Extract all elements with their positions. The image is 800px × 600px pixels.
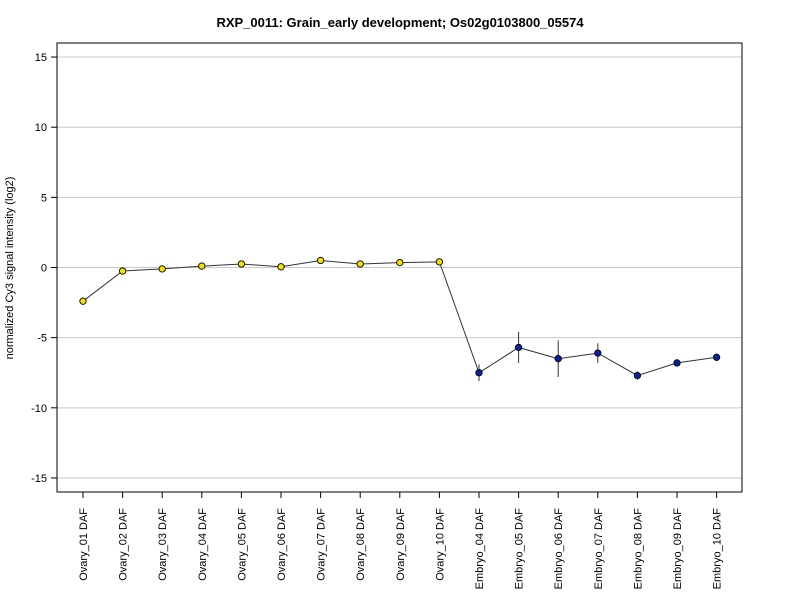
x-tick-label: Embryo_07 DAF: [593, 508, 605, 590]
grid-lines: [57, 56, 742, 479]
x-tick-label: Embryo_04 DAF: [474, 508, 486, 590]
series-line: [82, 259, 717, 377]
data-point: [475, 369, 483, 377]
x-tick-label: Embryo_09 DAF: [672, 508, 684, 590]
x-tick-label: Embryo_05 DAF: [514, 508, 526, 590]
y-tick-label: 5: [41, 192, 47, 204]
data-series: [79, 256, 721, 382]
y-axis-label: normalized Cy3 signal intensity (log2): [4, 177, 16, 360]
data-point: [673, 359, 681, 367]
y-tick-label: -15: [31, 473, 47, 485]
data-point: [79, 297, 87, 305]
x-axis: Ovary_01 DAF Ovary_02 DAF Ovary_03 DAF Ovar…: [78, 492, 724, 589]
x-tick-label: Ovary_10 DAF: [434, 508, 446, 581]
y-tick-label: 10: [35, 122, 47, 134]
data-point: [158, 265, 166, 273]
data-point: [396, 258, 404, 267]
x-tick-label: Ovary_03 DAF: [157, 508, 169, 581]
data-point: [316, 256, 325, 265]
x-tick-label: Ovary_05 DAF: [236, 508, 248, 581]
x-tick-label: Ovary_08 DAF: [355, 508, 367, 581]
data-point: [237, 260, 246, 268]
data-point: [712, 353, 721, 361]
data-point: [633, 371, 642, 380]
x-tick-label: Ovary_06 DAF: [276, 508, 288, 581]
x-tick-label: Ovary_04 DAF: [197, 508, 209, 581]
data-point: [356, 260, 364, 268]
y-tick-label: -5: [37, 333, 47, 345]
y-tick-label: 0: [41, 263, 47, 275]
data-point: [514, 343, 523, 352]
data-point: [277, 263, 285, 271]
x-tick-label: Ovary_07 DAF: [316, 508, 328, 581]
x-tick-label: Embryo_08 DAF: [632, 508, 644, 590]
chart-title: RXP_0011: Grain_early development; Os02g…: [216, 15, 584, 30]
data-point: [554, 355, 562, 363]
y-tick-label: -10: [31, 403, 47, 415]
data-point: [118, 267, 127, 275]
x-tick-label: Ovary_02 DAF: [118, 508, 130, 581]
data-point: [198, 262, 206, 270]
y-axis: 15 10 5 0 -5 -10 -15: [31, 52, 57, 485]
x-tick-label: Embryo_10 DAF: [712, 508, 724, 590]
data-point: [435, 258, 444, 266]
x-tick-label: Embryo_06 DAF: [553, 508, 565, 590]
x-tick-label: Ovary_01 DAF: [78, 508, 90, 581]
y-tick-label: 15: [35, 52, 47, 64]
data-point: [594, 349, 602, 357]
x-tick-label: Ovary_09 DAF: [395, 508, 407, 581]
